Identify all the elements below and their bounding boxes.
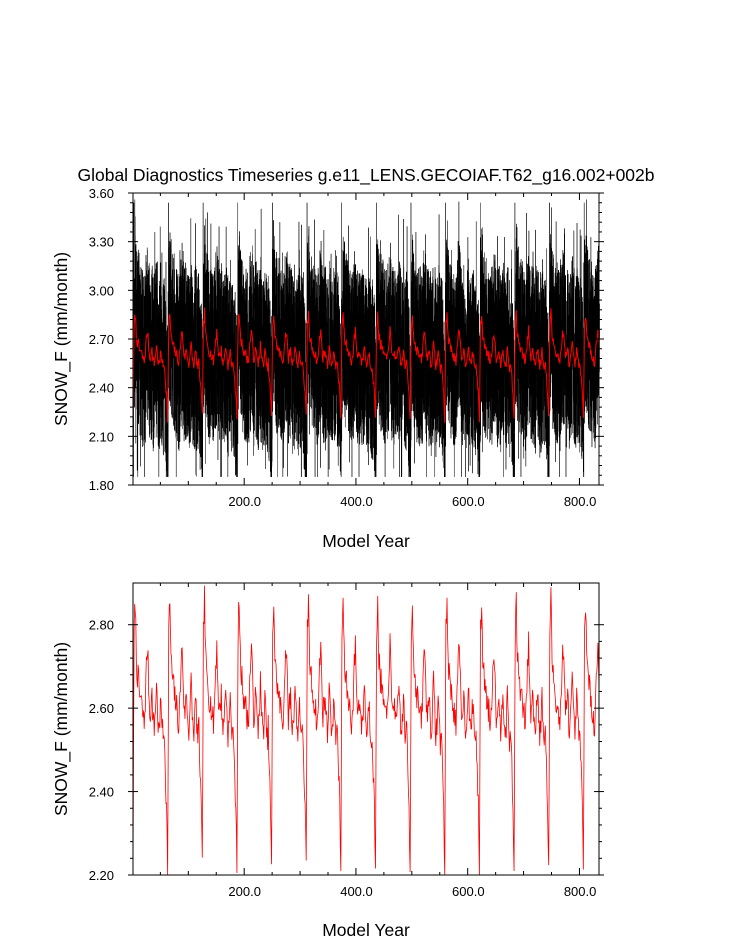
bottom-xtick-labels: 200.0 400.0 600.0 800.0 xyxy=(228,884,596,899)
top-xtick-label: 400.0 xyxy=(340,494,373,509)
top-ytick-label: 2.70 xyxy=(89,332,114,347)
top-xtick-label: 800.0 xyxy=(564,494,597,509)
bottom-ytick-label: 2.40 xyxy=(89,785,114,800)
top-ytick-label: 3.00 xyxy=(89,283,114,298)
top-xtick-label: 200.0 xyxy=(228,494,261,509)
bottom-xtick-label: 400.0 xyxy=(340,884,373,899)
bottom-panel: 2.20 2.40 2.60 2.80 200.0 400.0 600.0 80… xyxy=(51,582,604,940)
top-xtick-labels: 200.0 400.0 600.0 800.0 xyxy=(228,494,596,509)
top-panel: 1.80 2.10 2.40 2.70 3.00 3.30 3.60 200.0… xyxy=(51,186,604,551)
top-ytick-label: 2.40 xyxy=(89,381,114,396)
top-y-axis-label: SNOW_F (mm/month) xyxy=(51,252,72,426)
bottom-xtick-label: 600.0 xyxy=(452,884,485,899)
chart-title: Global Diagnostics Timeseries g.e11_LENS… xyxy=(77,165,654,186)
bottom-ytick-label: 2.20 xyxy=(89,868,114,883)
top-ytick-label: 2.10 xyxy=(89,429,114,444)
top-annual-line xyxy=(132,307,600,423)
bottom-ticks xyxy=(128,583,604,876)
top-x-axis-label: Model Year xyxy=(322,531,410,551)
top-xtick-label: 600.0 xyxy=(452,494,485,509)
bottom-xtick-label: 800.0 xyxy=(564,884,597,899)
bottom-ytick-label: 2.80 xyxy=(89,618,114,633)
bottom-annual-series-path xyxy=(132,585,600,876)
bottom-x-axis-label: Model Year xyxy=(322,920,410,940)
bottom-annual-line xyxy=(132,585,600,876)
top-ytick-label: 1.80 xyxy=(89,478,114,493)
top-ytick-label: 3.30 xyxy=(89,235,114,250)
bottom-y-axis-label: SNOW_F (mm/month) xyxy=(51,642,72,816)
bottom-plot-frame xyxy=(132,582,600,876)
top-ytick-label: 3.60 xyxy=(89,186,114,201)
top-ytick-labels: 1.80 2.10 2.40 2.70 3.00 3.30 3.60 xyxy=(89,186,114,493)
top-annual-series-path xyxy=(132,307,600,423)
bottom-ytick-labels: 2.20 2.40 2.60 2.80 xyxy=(89,618,114,883)
bottom-xtick-label: 200.0 xyxy=(228,884,261,899)
top-ticks xyxy=(128,192,604,486)
bottom-ytick-label: 2.60 xyxy=(89,701,114,716)
